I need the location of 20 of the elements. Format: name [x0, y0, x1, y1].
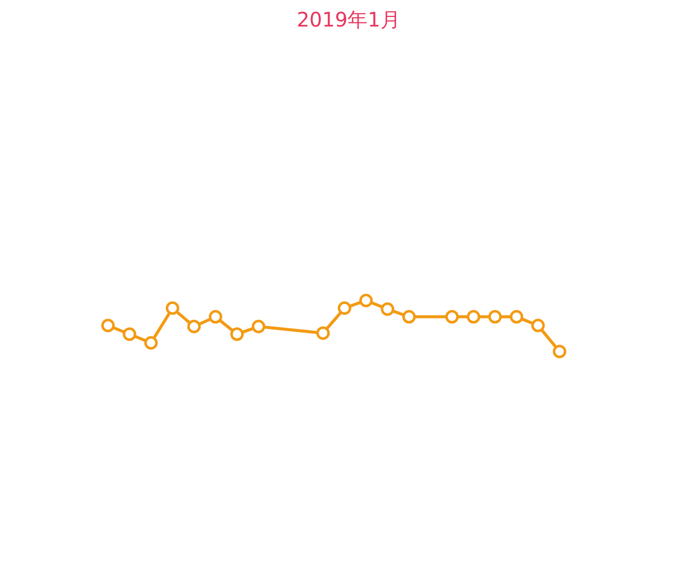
- point: [552, 344, 566, 358]
- point: [122, 327, 136, 341]
- point: [510, 310, 524, 324]
- point: [166, 301, 180, 315]
- point: [531, 318, 545, 332]
- point: [316, 326, 330, 340]
- point: [359, 294, 373, 308]
- point: [187, 320, 201, 334]
- point: [338, 301, 352, 315]
- point: [252, 320, 266, 334]
- chart-title: 2019年1月: [296, 8, 400, 32]
- point: [101, 318, 115, 332]
- point: [445, 310, 459, 324]
- point: [380, 302, 394, 316]
- point: [402, 310, 416, 324]
- point: [230, 327, 244, 341]
- point: [488, 310, 502, 324]
- point: [144, 336, 158, 350]
- point: [208, 310, 222, 324]
- point: [466, 310, 480, 324]
